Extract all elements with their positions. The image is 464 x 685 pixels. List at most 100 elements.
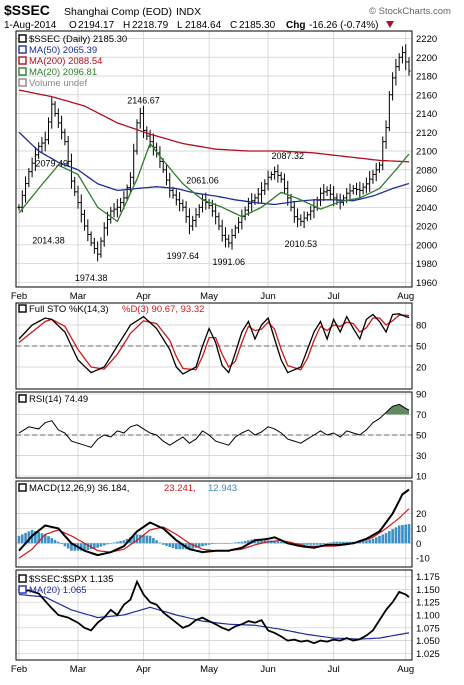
histogram-bar <box>338 541 342 544</box>
histogram-bar <box>50 538 54 544</box>
y-tick-label: 1960 <box>416 278 437 289</box>
histogram-bar <box>243 541 247 544</box>
price-panel-border <box>15 30 413 288</box>
y-tick-label: 30 <box>416 451 427 462</box>
y-tick-label: 1.075 <box>416 623 440 634</box>
ohlc-bars <box>17 44 411 262</box>
rsi-panel-border <box>15 391 413 479</box>
x-month-label: Mar <box>70 291 86 302</box>
quote-low: 2184.64 <box>185 20 222 31</box>
watermark: © StockCharts.com <box>369 6 451 17</box>
x-month-label: Jun <box>260 291 275 302</box>
x-month-label: May <box>200 291 218 302</box>
price-annotation: 1997.64 <box>167 251 200 261</box>
histogram-bar <box>279 541 283 544</box>
histogram-bar <box>63 543 67 547</box>
histogram-bar <box>273 541 276 544</box>
histogram-bar <box>371 538 375 544</box>
price-panel: 1960 1980 2000 2020 2040 2060 2080 2100 2120 2140… <box>11 30 437 302</box>
legend-entry: %D(3) 90.67, 93.32 <box>122 304 204 315</box>
histogram-bar <box>181 543 185 550</box>
legend-swatch-icon <box>18 45 27 54</box>
macd-panel-border <box>15 480 413 568</box>
macd-line <box>18 488 410 557</box>
histogram-bar <box>407 524 411 544</box>
histogram-bar <box>70 543 73 551</box>
x-month-label: Aug <box>397 291 414 302</box>
histogram-bar <box>178 543 181 550</box>
histogram-bar <box>256 539 260 544</box>
y-tick-label: 2060 <box>416 184 437 195</box>
histogram-bar <box>194 543 198 548</box>
rsi-panel: 10 30 50 70 90 RSI(14) 74.49 <box>15 390 427 482</box>
histogram-bar <box>155 540 158 544</box>
histogram-bar <box>20 534 24 544</box>
histogram-bar <box>129 537 132 544</box>
y-tick-label: 1.125 <box>416 598 440 609</box>
histogram-bar <box>119 541 122 544</box>
x-month-label: Jul <box>328 291 340 302</box>
price-annotation: 2146.67 <box>127 95 160 105</box>
quote-open-label: O <box>69 20 77 31</box>
histogram-bar <box>135 534 139 544</box>
histogram-bar <box>142 535 145 544</box>
y-tick-label: 2120 <box>416 128 437 139</box>
y-tick-label: 2180 <box>416 72 437 83</box>
legend-swatch-icon <box>18 56 27 65</box>
histogram-bar <box>93 543 96 549</box>
histogram-bar <box>397 525 401 544</box>
symbol-title: $SSEC <box>4 2 50 18</box>
histogram-bar <box>348 541 352 544</box>
x-month-label: Apr <box>136 291 151 302</box>
histogram-bar <box>148 535 152 544</box>
histogram-bar <box>43 534 47 544</box>
histogram-bar <box>302 543 306 545</box>
histogram-bar <box>197 543 201 547</box>
histogram-bar <box>335 541 339 544</box>
y-tick-label: 2100 <box>416 147 437 158</box>
histogram-bar <box>191 543 194 549</box>
exchange-label: INDX <box>176 6 201 18</box>
y-tick-label: 80 <box>416 321 427 332</box>
histogram-bar <box>315 543 319 545</box>
price-annotation: 2061.06 <box>186 176 219 186</box>
y-tick-label: 2080 <box>416 165 437 176</box>
stochastic-legend: Full STO %K(14,3) %D(3) 90.67, 93.32 <box>18 304 204 315</box>
x-month-label: Jul <box>328 664 340 675</box>
histogram-bar <box>171 543 175 549</box>
chart-header: $SSEC Shanghai Comp (EOD) INDX © StockCh… <box>4 2 451 31</box>
x-month-label: Aug <box>397 664 414 675</box>
y-tick-label: 10 <box>416 524 427 535</box>
histogram-bar <box>381 534 385 544</box>
histogram-bar <box>106 543 109 545</box>
x-month-label: Jun <box>260 664 275 675</box>
legend-entry: $SSEC (Daily) 2185.30 <box>29 34 127 45</box>
price-annotation: 2087.32 <box>271 151 304 161</box>
histogram-bar <box>299 543 303 545</box>
x-month-label: Feb <box>11 664 27 675</box>
histogram-bar <box>220 543 224 544</box>
histogram-bar <box>247 540 250 544</box>
histogram-bar <box>152 538 155 544</box>
y-tick-label: 2000 <box>416 240 437 251</box>
histogram-bar <box>358 541 362 544</box>
histogram-bar <box>17 535 21 544</box>
y-tick-label: 2140 <box>416 109 437 120</box>
histogram-bar <box>309 543 312 545</box>
histogram-bar <box>79 543 83 551</box>
histogram-bar <box>211 543 214 545</box>
histogram-bar <box>224 543 227 544</box>
histogram-bar <box>37 532 40 544</box>
legend-entry: MACD(12,26,9) 36.184, <box>29 483 129 494</box>
x-month-label: Mar <box>70 664 86 675</box>
y-tick-label: 10 <box>416 471 427 482</box>
histogram-bar <box>175 543 178 550</box>
quote-close: 2185.30 <box>239 20 276 31</box>
histogram-bar <box>102 543 106 546</box>
histogram-bar <box>237 542 240 544</box>
ratio-panel-border <box>15 569 413 661</box>
legend-entry: Volume undef <box>29 78 87 89</box>
histogram-bar <box>342 541 345 544</box>
